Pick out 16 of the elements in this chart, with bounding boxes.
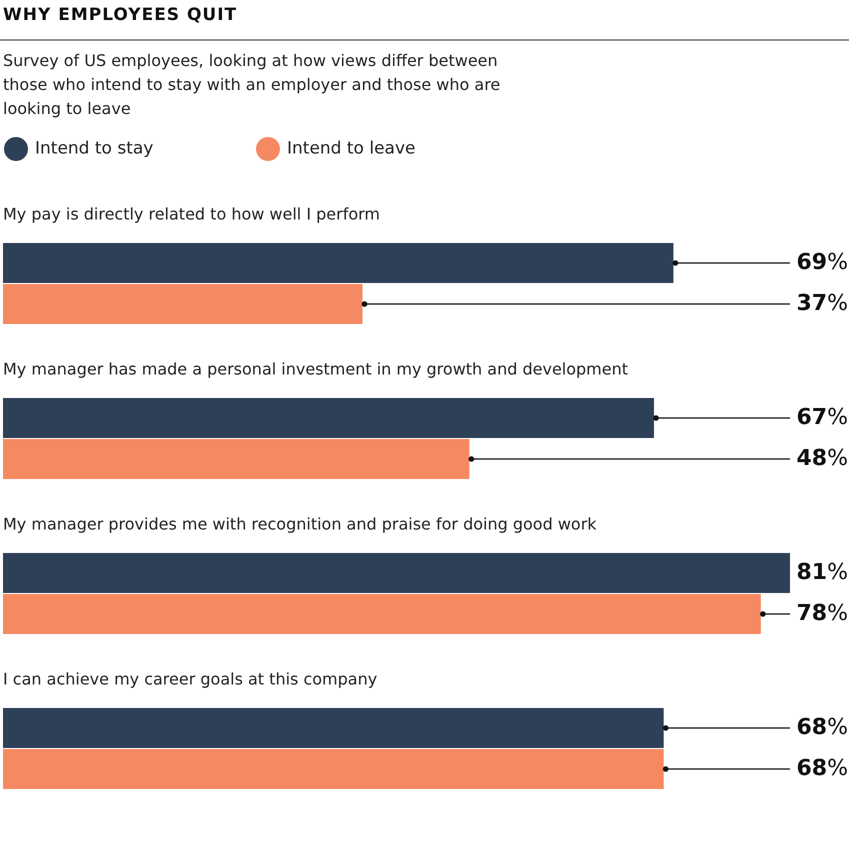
- y-tick-label: I can achieve my career goals at this company: [3, 669, 378, 688]
- legend-label: Intend to leave: [287, 138, 416, 159]
- data-label: 69%: [796, 250, 848, 276]
- chart-title: WHY EMPLOYEES QUIT: [3, 5, 238, 25]
- data-label: 37%: [796, 291, 848, 316]
- data-label: 67%: [796, 405, 848, 430]
- legend-label: Intend to stay: [35, 138, 154, 159]
- data-label: 48%: [796, 446, 848, 472]
- data-label: 78%: [796, 601, 848, 626]
- chart-subtitle: Survey of US employees, looking at how views differ between those who intend to stay with an employer and those who are looking to leave: [3, 51, 500, 118]
- data-label: 81%: [796, 560, 848, 586]
- data-label: 68%: [796, 756, 848, 782]
- y-tick-label: My manager provides me with recognition and praise for doing good work: [3, 514, 598, 534]
- y-tick-label: My manager has made a personal investment in my growth and development: [3, 359, 628, 378]
- data-label: 68%: [796, 715, 848, 740]
- y-tick-label: My pay is directly related to how well I perform: [3, 204, 380, 224]
